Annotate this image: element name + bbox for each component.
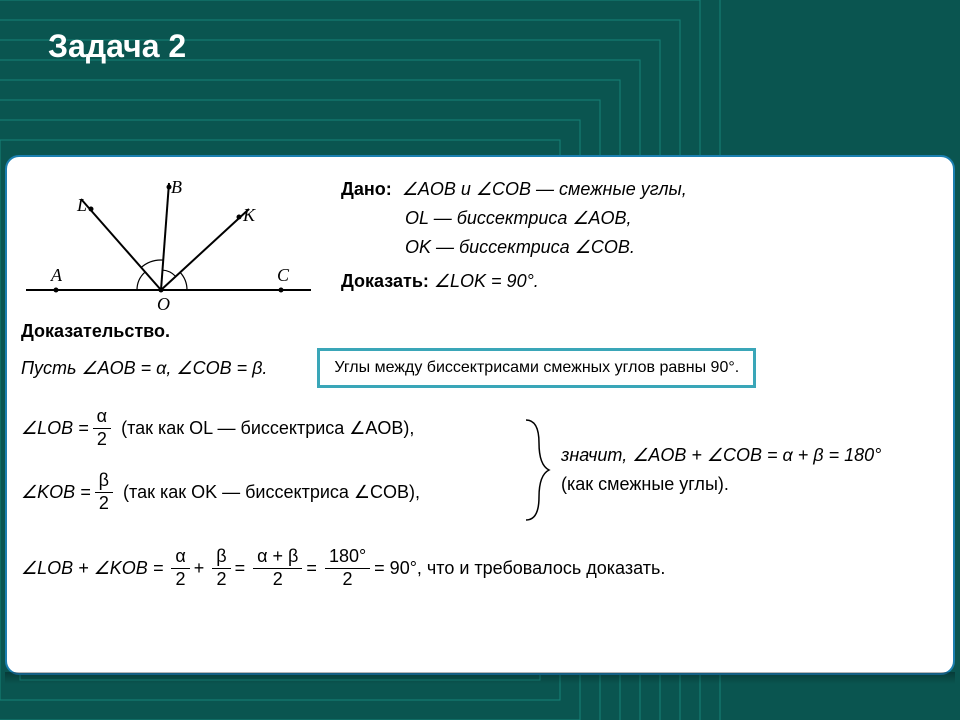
final-plus: + [194, 558, 205, 579]
content-box: A C O L B K Дано: ∠AOB и ∠COB — смежные углы,… [5, 155, 955, 675]
eq-kob-frac: β 2 [95, 470, 113, 514]
prove-label: Доказать: [341, 271, 429, 291]
geometry-diagram: A C O L B K [21, 175, 321, 315]
final-tail: = 90°, что и требовалось доказать. [374, 558, 665, 579]
svg-text:A: A [50, 265, 63, 285]
final-f3-den: 2 [269, 569, 287, 591]
final-equation: ∠LOB + ∠KOB = α 2 + β 2 = α + β 2 = 180°… [21, 546, 939, 590]
eq-kob-lhs: ∠KOB = [21, 482, 91, 503]
givens-block: Дано: ∠AOB и ∠COB — смежные углы, OL — б… [341, 175, 687, 296]
impl-line-2: (как смежные углы). [561, 470, 881, 499]
svg-text:C: C [277, 265, 290, 285]
left-equations: ∠LOB = α 2 (так как OL — биссектриса ∠AO… [21, 406, 521, 534]
proof-label: Доказательство. [21, 321, 939, 342]
content-shadow [5, 672, 955, 684]
final-f4-num: 180° [325, 546, 370, 569]
given-line-2: OL — биссектриса ∠AOB, [405, 208, 632, 228]
prove-text: ∠LOK = 90°. [434, 271, 539, 291]
impl-line-1: значит, ∠AOB + ∠COB = α + β = 180° [561, 441, 881, 470]
final-frac-4: 180° 2 [325, 546, 370, 590]
given-line-1: ∠AOB и ∠COB — смежные углы, [402, 179, 687, 199]
final-frac-2: β 2 [212, 546, 230, 590]
eq-kob-den: 2 [95, 493, 113, 515]
eq-lob-num: α [93, 406, 111, 429]
final-f2-num: β [212, 546, 230, 569]
svg-text:L: L [76, 195, 87, 215]
svg-text:O: O [157, 294, 170, 314]
svg-text:K: K [242, 205, 256, 225]
slide-title: Задача 2 [48, 28, 186, 65]
final-f3-num: α + β [253, 546, 302, 569]
implication-block: значит, ∠AOB + ∠COB = α + β = 180° (как … [551, 441, 881, 499]
right-brace-icon [521, 415, 551, 525]
summary-box: Углы между биссектрисами смежных углов р… [317, 348, 756, 388]
eq-kob-note: (так как OK — биссектриса ∠COB), [123, 482, 420, 503]
eq-kob-num: β [95, 470, 113, 493]
eq-lob-note: (так как OL — биссектриса ∠AOB), [121, 418, 414, 439]
given-line-3: OK — биссектриса ∠COB. [405, 237, 635, 257]
final-frac-3: α + β 2 [253, 546, 302, 590]
final-f4-den: 2 [339, 569, 357, 591]
given-label: Дано: [341, 179, 392, 199]
final-eq2: = [235, 558, 246, 579]
svg-text:B: B [171, 177, 182, 197]
eq-lob-lhs: ∠LOB = [21, 418, 89, 439]
final-f1-num: α [171, 546, 189, 569]
assume-line: Пусть ∠AOB = α, ∠COB = β. [21, 358, 267, 379]
final-f1-den: 2 [172, 569, 190, 591]
final-f2-den: 2 [212, 569, 230, 591]
final-frac-1: α 2 [171, 546, 189, 590]
final-eq3: = [306, 558, 317, 579]
brace-column [521, 415, 551, 525]
eq-lob-frac: α 2 [93, 406, 111, 450]
eq-lob-den: 2 [93, 429, 111, 451]
final-lhs: ∠LOB + ∠KOB = [21, 558, 163, 579]
